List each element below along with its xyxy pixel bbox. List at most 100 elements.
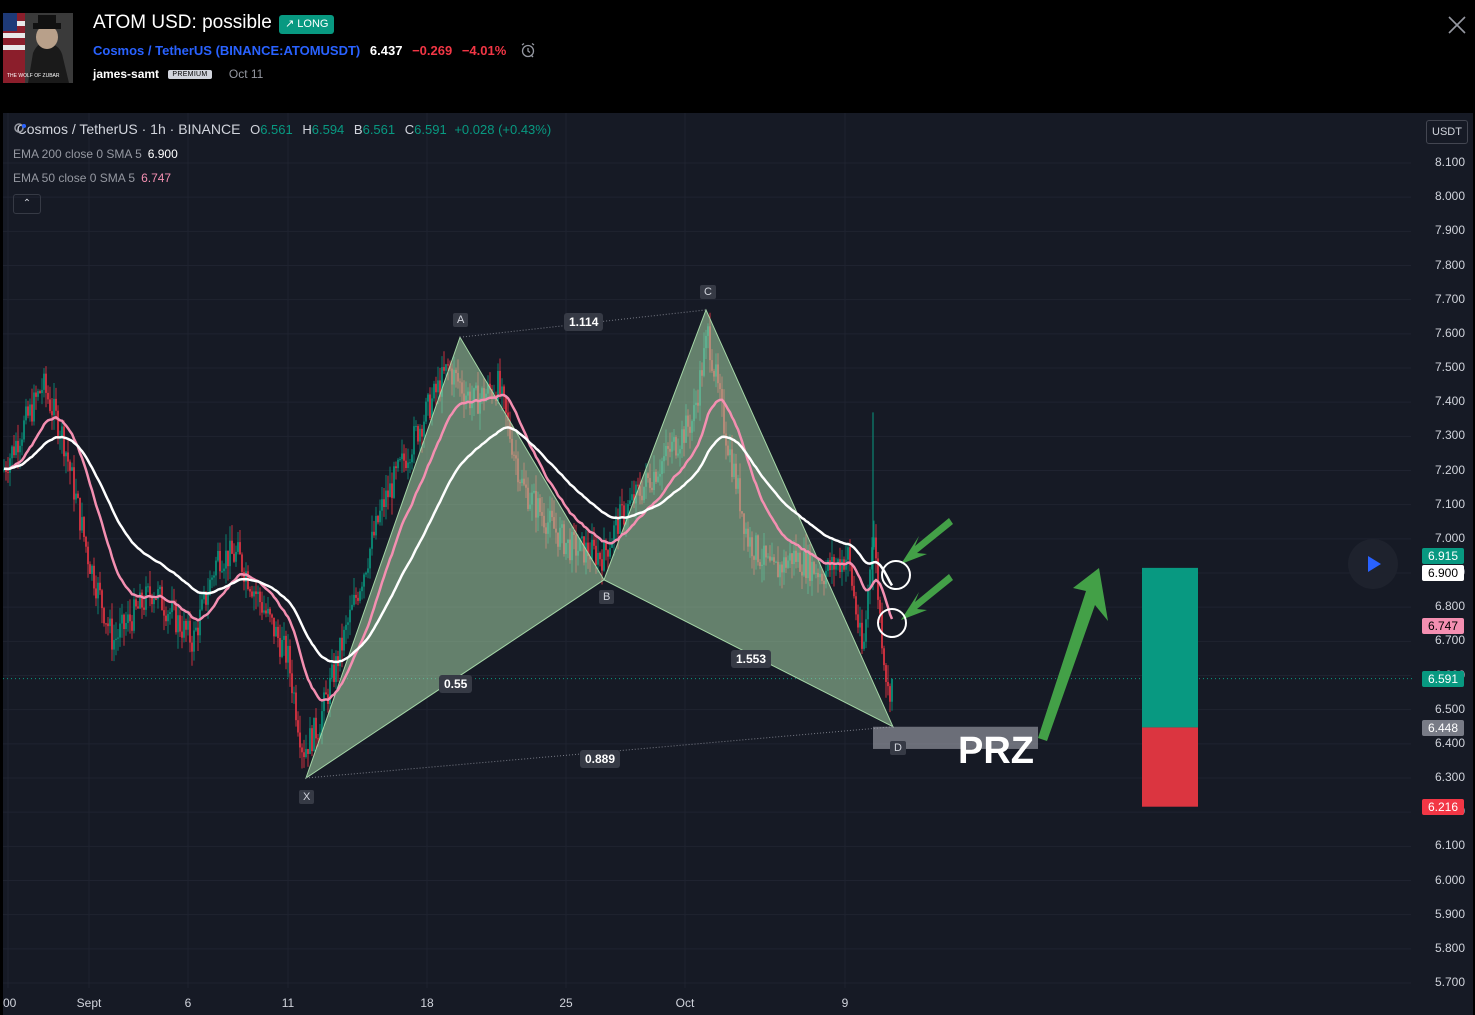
- symbol-ticker-link[interactable]: BINANCE:ATOMUSDT: [219, 42, 356, 58]
- ratio-xb[interactable]: 0.55: [439, 675, 473, 693]
- candle-body: [629, 500, 631, 505]
- candle-body: [201, 599, 203, 610]
- price-axis-label: 7.700: [1434, 291, 1465, 306]
- pattern-point-x[interactable]: X: [299, 790, 315, 804]
- candle-body: [97, 582, 99, 599]
- candle-body: [217, 550, 219, 561]
- price-axis-label: 6.500: [1434, 701, 1465, 716]
- candle-body: [351, 604, 353, 610]
- candle-body: [245, 571, 247, 582]
- candle-body: [73, 467, 75, 500]
- ema200-legend[interactable]: EMA 200 close 0 SMA 5 6.900: [13, 147, 178, 161]
- legend-change: +0.028 (+0.43%): [454, 122, 552, 137]
- pattern-point-b[interactable]: B: [599, 590, 615, 604]
- candle-body: [51, 411, 53, 416]
- candle-body: [47, 392, 49, 400]
- candle-body: [409, 462, 411, 464]
- candle-body: [89, 564, 91, 574]
- chart-legend: Cosmos / TetherUS · 1h · BINANCE O6.561 …: [13, 121, 551, 137]
- candle-body: [637, 484, 639, 487]
- candle-body: [53, 398, 55, 416]
- candle-body: [853, 585, 855, 597]
- candle-body: [381, 499, 383, 511]
- candle-body: [189, 620, 191, 643]
- candle-body: [169, 612, 171, 615]
- currency-button[interactable]: USDT: [1426, 120, 1468, 144]
- candle-body: [175, 603, 177, 633]
- candle-body: [603, 541, 605, 571]
- candle-body: [363, 574, 365, 587]
- candle-body: [225, 550, 227, 569]
- close-icon[interactable]: [1446, 14, 1468, 36]
- author-name[interactable]: james-samt: [93, 67, 160, 81]
- harmonic-triangle-xab: [305, 336, 605, 780]
- candle-body: [859, 622, 861, 628]
- candle-body: [219, 550, 221, 572]
- candle-body: [191, 642, 193, 652]
- candle-body: [93, 565, 95, 589]
- author-avatar[interactable]: THE WOLF OF ZUBAR: [3, 13, 73, 83]
- candle-body: [221, 571, 223, 573]
- legend-close-label: C: [404, 122, 415, 137]
- chart-pane[interactable]: Cosmos / TetherUS · 1h · BINANCE O6.561 …: [3, 113, 1473, 1015]
- candle-body: [601, 559, 603, 571]
- candle-body: [399, 459, 401, 461]
- candle-body: [107, 623, 109, 627]
- candle-body: [269, 608, 271, 615]
- candle-body: [841, 559, 843, 573]
- candle-body: [193, 630, 195, 652]
- candle-body: [71, 467, 73, 471]
- candle-body: [497, 370, 499, 402]
- time-axis-label: 18: [420, 996, 434, 1010]
- candle-body: [253, 591, 255, 597]
- pattern-point-a[interactable]: A: [453, 313, 469, 327]
- candle-body: [87, 546, 89, 565]
- ratio-ac[interactable]: 1.114: [564, 313, 604, 331]
- prz-label: PRZ: [958, 730, 1034, 772]
- candle-body: [595, 545, 597, 565]
- candle-body: [613, 525, 615, 542]
- candle-body: [287, 645, 289, 663]
- price-chart[interactable]: [3, 113, 1473, 1015]
- candle-body: [829, 560, 831, 571]
- candle-body: [163, 610, 165, 616]
- candle-body: [181, 631, 183, 638]
- symbol-change: −0.269: [412, 42, 453, 58]
- pattern-point-d[interactable]: D: [890, 741, 906, 755]
- candle-body: [299, 732, 301, 748]
- candle-body: [861, 622, 863, 649]
- replay-play-button[interactable]: [1348, 539, 1398, 589]
- ratio-xd[interactable]: 0.889: [580, 750, 621, 768]
- candle-body: [597, 552, 599, 565]
- candle-body: [405, 460, 407, 468]
- candle-body: [311, 728, 313, 752]
- symbol-paren-open: (: [211, 42, 220, 58]
- candle-body: [295, 692, 297, 721]
- candle-body: [839, 559, 841, 573]
- ema50-value: 6.747: [141, 171, 172, 185]
- legend-open-label: O: [250, 122, 261, 137]
- candle-body: [277, 626, 279, 639]
- candle-body: [499, 370, 501, 395]
- collapse-legend-button[interactable]: ⌃: [13, 194, 41, 214]
- candle-body: [215, 560, 217, 576]
- ema50-legend[interactable]: EMA 50 close 0 SMA 5 6.747: [13, 171, 171, 185]
- candle-body: [343, 629, 345, 651]
- alarm-icon[interactable]: [520, 42, 536, 61]
- price-axis-label: 5.700: [1434, 975, 1465, 989]
- candle-body: [587, 542, 589, 557]
- candle-body: [609, 547, 611, 557]
- long-badge: ↗ LONG: [279, 15, 335, 34]
- candle-body: [373, 531, 375, 536]
- legend-symbol[interactable]: Cosmos / TetherUS · 1h · BINANCE: [16, 121, 241, 137]
- symbol-name-link[interactable]: Cosmos / TetherUS: [93, 42, 212, 58]
- pattern-point-c[interactable]: C: [700, 285, 716, 299]
- candle-body: [105, 623, 107, 625]
- candle-body: [305, 749, 307, 758]
- candle-body: [283, 635, 285, 640]
- candle-body: [79, 497, 81, 531]
- price-axis-label: 7.200: [1434, 462, 1465, 477]
- candle-body: [891, 679, 893, 702]
- ratio-bd[interactable]: 1.553: [731, 650, 772, 668]
- candle-body: [619, 504, 621, 534]
